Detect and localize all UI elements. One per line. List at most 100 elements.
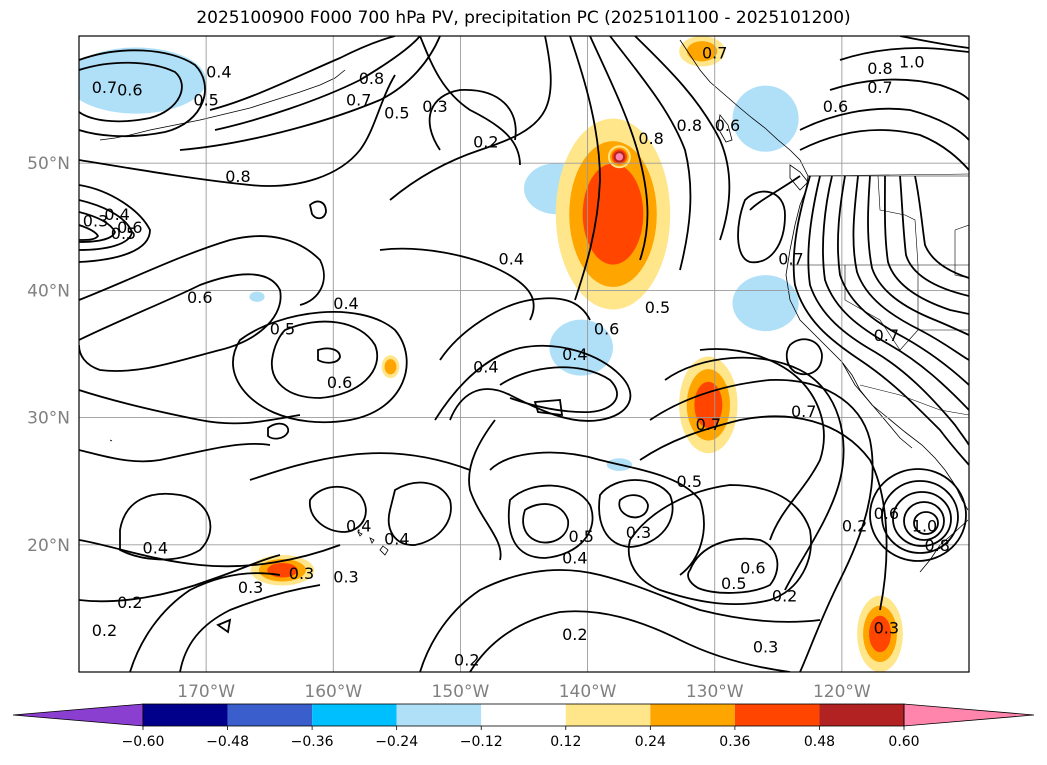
political-border-layer [790, 173, 969, 416]
contour-label: 0.3 [874, 618, 899, 637]
x-tick-label: 150°W [432, 682, 490, 702]
chart-title: 2025100900 F000 700 hPa PV, precipitatio… [196, 8, 851, 28]
contour-label: 0.6 [740, 559, 765, 578]
colorbar-segment [227, 704, 313, 726]
contour-label: 0.4 [473, 358, 498, 377]
colorbar-tick-label: −0.12 [460, 734, 503, 750]
contour-label: 0.6 [187, 288, 212, 307]
contour-label: 0.4 [562, 345, 587, 364]
precip-fill-region [732, 275, 799, 332]
colorbar-tick-label: −0.60 [122, 734, 165, 750]
contour-label: 0.4 [499, 250, 524, 269]
contour-label: 0.7 [92, 78, 117, 97]
contour-label: 0.3 [626, 523, 651, 542]
contour-label: 0.5 [568, 527, 593, 546]
colorbar-tick-label: 0.48 [804, 734, 835, 750]
colorbar-segment [565, 704, 651, 726]
contour-label: 0.3 [83, 211, 108, 230]
contour-label: 0.5 [645, 298, 670, 317]
x-axis-ticks: 170°W 160°W 150°W 140°W 130°W 120°W [177, 682, 871, 702]
colorbar-tick-label: −0.36 [291, 734, 334, 750]
colorbar-segment [734, 704, 820, 726]
x-tick-label: 130°W [686, 682, 744, 702]
contour-label: 0.5 [721, 574, 746, 593]
contour-label: 0.3 [753, 638, 778, 657]
plot-frame [78, 35, 970, 673]
precip-fill-region [694, 381, 723, 428]
contour-label: 0.6 [327, 373, 352, 392]
precip-fill-region [869, 615, 891, 653]
contour-label: 0.5 [677, 472, 702, 491]
precip-fill-region [582, 163, 644, 265]
x-tick-label: 120°W [813, 682, 871, 702]
colorbar-tick-label: 0.24 [635, 734, 666, 750]
colorbar-tick-label: 0.12 [550, 734, 581, 750]
contour-label: 0.7 [778, 250, 803, 269]
colorbar-extend-high [903, 703, 1035, 727]
contour-label: 0.2 [842, 517, 867, 536]
contour-label: 0.8 [225, 167, 250, 186]
colorbar-tick-label: 0.60 [888, 734, 919, 750]
contour-label: 0.8 [867, 59, 892, 78]
y-tick-label: 30°N [27, 409, 70, 429]
contour-label: 0.2 [473, 133, 498, 152]
x-tick-label: 140°W [559, 682, 617, 702]
colorbar-segment [312, 704, 397, 726]
contour-label: 0.3 [238, 578, 263, 597]
contour-label: 0.4 [384, 529, 409, 548]
coastline-layer [99, 39, 969, 573]
contour-label: 0.8 [924, 536, 949, 555]
precipitation-fill-layer [79, 36, 903, 672]
x-tick-label: 170°W [177, 682, 235, 702]
contour-label: 1.0 [899, 52, 924, 71]
colorbar-outline [142, 703, 905, 727]
colorbar: −0.60 −0.48 −0.36 −0.24 −0.12 0.12 0.24 0.36 0.4… [12, 703, 1035, 750]
contour-label: 0.7 [874, 326, 899, 345]
contour-label: 0.6 [874, 504, 899, 523]
x-tick-label: 160°W [304, 682, 362, 702]
contour-label: 0.2 [92, 621, 117, 640]
colorbar-segment [396, 704, 482, 726]
contour-label: 0.6 [117, 218, 142, 237]
precip-fill-region [615, 153, 624, 161]
colorbar-segment [481, 704, 566, 726]
colorbar-segment [143, 704, 228, 726]
contour-label: 0.7 [702, 44, 727, 63]
contour-label: 0.6 [823, 97, 848, 116]
contour-label-layer: 0.70.60.40.50.70.80.50.30.20.80.30.40.60… [83, 44, 950, 670]
contour-label: 0.5 [193, 91, 218, 110]
y-tick-label: 20°N [27, 536, 70, 556]
precip-fill-region [249, 291, 265, 302]
colorbar-tick-label: 0.36 [719, 734, 750, 750]
pv-contour-layer [79, 36, 969, 672]
contour-label: 0.8 [677, 116, 702, 135]
contour-label: 0.4 [346, 517, 371, 536]
contour-label: 0.4 [333, 294, 358, 313]
contour-label: 0.6 [594, 320, 619, 339]
contour-label: 0.5 [384, 103, 409, 122]
contour-label: 0.3 [422, 97, 447, 116]
precip-fill-region [732, 85, 799, 152]
contour-label: 0.3 [289, 564, 314, 583]
precip-fill-region [549, 319, 613, 376]
contour-label: 0.3 [333, 568, 358, 587]
colorbar-tick-label: −0.24 [375, 734, 418, 750]
y-tick-label: 40°N [27, 281, 70, 301]
contour-label: 0.6 [117, 80, 142, 99]
contour-label: 0.4 [104, 205, 129, 224]
contour-label: 0.7 [867, 78, 892, 97]
contour-label: 0.5 [270, 320, 295, 339]
contour-label: 0.6 [715, 116, 740, 135]
contour-label: 1.0 [912, 517, 937, 536]
colorbar-extend-low [12, 703, 144, 727]
y-tick-label: 50°N [27, 154, 70, 174]
contour-label: 0.7 [696, 415, 721, 434]
contour-label: 0.4 [206, 63, 231, 82]
contour-label: 0.2 [117, 593, 142, 612]
precip-fill-region [686, 41, 718, 62]
contour-label: 0.5 [111, 224, 136, 243]
contour-label: 0.4 [143, 538, 168, 557]
contour-label: 0.7 [791, 402, 816, 421]
precip-fill-region [384, 359, 397, 375]
